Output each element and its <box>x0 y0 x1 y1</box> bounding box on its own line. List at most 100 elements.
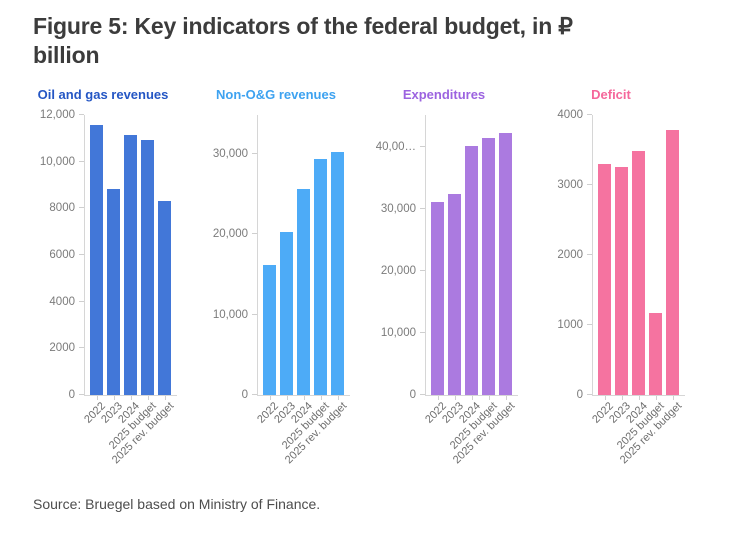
y-tick-mark <box>79 160 84 162</box>
y-tick-label: 2000 <box>49 342 75 355</box>
x-tick-mark <box>471 396 473 400</box>
y-tick-label: 4000 <box>49 295 75 308</box>
bar-2024 <box>465 146 478 395</box>
bar-2022 <box>431 202 444 395</box>
plot-row: 0 1000 2000 3000 4000 <box>526 109 696 401</box>
bar-2025-budget <box>141 140 154 395</box>
y-tick-mark <box>79 347 84 349</box>
y-tick-mark <box>252 394 257 395</box>
x-tick-mark <box>604 396 606 400</box>
y-tick-label: 12,000 <box>39 109 75 121</box>
x-tick-mark <box>320 396 322 400</box>
x-axis: 2022 2023 2024 2025 budget 2025 rev. budget <box>191 396 361 491</box>
y-tick-mark <box>587 394 592 395</box>
x-axis: 2022 2023 2024 2025 budget 2025 rev. budget <box>526 396 696 491</box>
bar-2025-budget <box>482 138 495 395</box>
y-tick-mark <box>252 152 257 154</box>
y-tick-mark <box>420 394 425 395</box>
y-tick-mark <box>79 394 84 395</box>
y-tick-label: 3000 <box>557 179 583 191</box>
y-tick-label: 30,000 <box>212 147 248 160</box>
x-tick-mark <box>672 396 674 400</box>
x-tick-mark <box>269 396 271 400</box>
panel-title: Oil and gas revenues <box>37 87 169 102</box>
x-tick-mark <box>113 396 115 400</box>
figure-title-line2: billion <box>33 42 100 68</box>
plot-row: 0 10,000 20,000 30,000 <box>191 115 361 401</box>
plot-row: 0 2000 4000 6000 8000 10,000 12,000 <box>18 109 188 401</box>
panel-title: Deficit <box>591 87 631 102</box>
bar-2025-budget <box>649 313 662 395</box>
y-tick-label: 20,000 <box>380 265 416 278</box>
plot-row: 0 10,000 20,000 30,000 40,00… <box>359 115 529 401</box>
y-tick-label: 2000 <box>557 249 583 261</box>
chart-panel-deficit: Deficit 0 1000 2000 3000 4000 2022 2023 2024 20… <box>526 86 696 481</box>
x-tick-mark <box>505 396 507 400</box>
figure-title-line1: Figure 5: Key indicators of the federal … <box>33 13 573 39</box>
x-tick-mark <box>437 396 439 400</box>
bar-2022 <box>90 125 103 395</box>
bar-2025-rev-budget <box>666 130 679 395</box>
y-tick-mark <box>587 114 592 115</box>
y-tick-mark <box>420 146 425 148</box>
panel-title: Expenditures <box>402 87 486 102</box>
y-tick-label: 0 <box>409 389 416 401</box>
x-axis: 2022 2023 2024 2025 budget 2025 rev. budget <box>359 396 529 491</box>
y-axis: 0 10,000 20,000 30,000 40,00… <box>359 115 425 401</box>
y-tick-label: 0 <box>576 389 583 401</box>
y-axis: 0 2000 4000 6000 8000 10,000 12,000 <box>18 109 84 401</box>
y-tick-mark <box>587 184 592 185</box>
bar-2023 <box>448 194 461 395</box>
x-tick-mark <box>454 396 456 400</box>
y-tick-label: 4000 <box>557 109 583 121</box>
y-tick-label: 10,000 <box>380 327 416 340</box>
x-tick-mark <box>286 396 288 400</box>
bar-2023 <box>280 232 293 395</box>
plot-area <box>592 115 685 400</box>
y-tick-mark <box>79 300 84 302</box>
y-tick-label: 20,000 <box>212 228 248 241</box>
y-tick-mark <box>79 207 84 209</box>
x-tick-mark <box>337 396 339 400</box>
y-tick-mark <box>420 270 425 272</box>
bar-2024 <box>297 189 310 395</box>
bar-2022 <box>263 265 276 395</box>
x-tick-mark <box>96 396 98 400</box>
y-tick-mark <box>252 313 257 315</box>
bar-2025-budget <box>314 159 327 395</box>
y-tick-mark <box>79 254 84 255</box>
y-tick-mark <box>587 254 592 255</box>
x-tick-mark <box>621 396 623 400</box>
y-tick-label: 0 <box>68 389 75 401</box>
y-axis: 0 1000 2000 3000 4000 <box>526 109 592 401</box>
charts-row: Oil and gas revenues 0 2000 4000 6000 8000 10… <box>0 86 741 486</box>
plot-area <box>84 115 177 400</box>
y-tick-label: 1000 <box>557 319 583 331</box>
x-tick-mark <box>130 396 132 400</box>
x-axis: 2022 2023 2024 2025 budget 2025 rev. budget <box>18 396 188 491</box>
y-tick-mark <box>587 324 592 325</box>
plot-area <box>425 115 518 400</box>
bar-2023 <box>615 167 628 395</box>
bar-2022 <box>598 164 611 395</box>
source-note: Source: Bruegel based on Ministry of Fin… <box>33 496 321 512</box>
bar-2025-rev-budget <box>158 201 171 395</box>
bar-2024 <box>124 135 137 395</box>
y-tick-label: 40,00… <box>375 141 416 154</box>
x-tick-mark <box>488 396 490 400</box>
figure-title: Figure 5: Key indicators of the federal … <box>33 12 733 70</box>
y-tick-label: 8000 <box>49 202 75 215</box>
y-tick-mark <box>420 332 425 334</box>
bar-2025-rev-budget <box>499 133 512 395</box>
y-axis: 0 10,000 20,000 30,000 <box>191 115 257 401</box>
bar-2024 <box>632 151 645 395</box>
y-tick-label: 6000 <box>49 249 75 261</box>
x-tick-mark <box>303 396 305 400</box>
x-tick-mark <box>638 396 640 400</box>
y-tick-mark <box>79 114 84 115</box>
chart-panel-expenditures: Expenditures 0 10,000 20,000 30,000 40,00… 2… <box>359 86 529 481</box>
y-tick-mark <box>420 208 425 210</box>
panel-title: Non-O&G revenues <box>216 87 336 102</box>
y-tick-label: 10,000 <box>39 155 75 168</box>
chart-panel-oil-gas-revenues: Oil and gas revenues 0 2000 4000 6000 8000 10… <box>18 86 188 481</box>
